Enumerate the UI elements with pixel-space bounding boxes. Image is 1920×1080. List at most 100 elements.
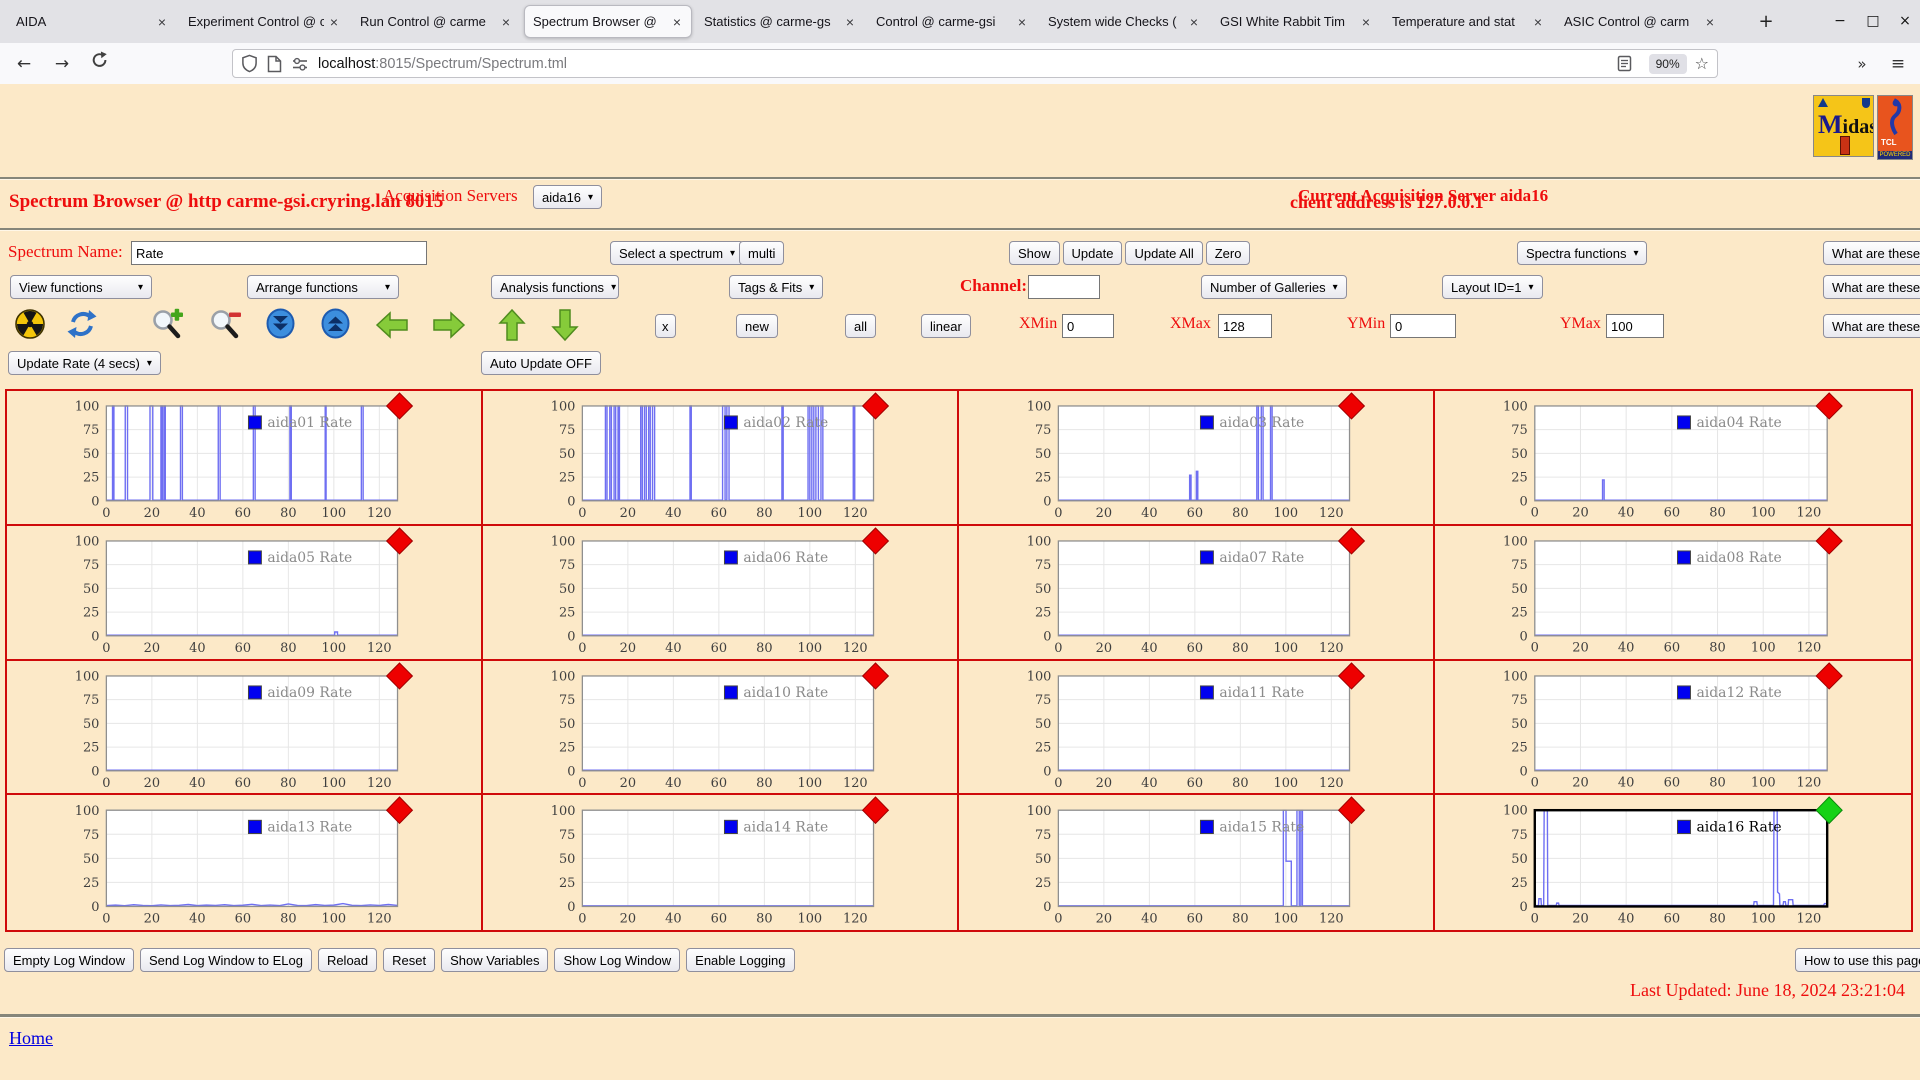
tab-asic-control-carm[interactable]: ASIC Control @ carm × bbox=[1556, 5, 1724, 38]
all-button[interactable]: all bbox=[845, 314, 877, 338]
enable-logging-button[interactable]: Enable Logging bbox=[686, 948, 795, 972]
zero-button[interactable]: Zero bbox=[1205, 241, 1251, 265]
spectrum-panel-aida09[interactable]: 0 25 50 75 100 0 20 40 60 80 100 120 aida09 Rate bbox=[7, 660, 483, 796]
spectrum-panel-aida12[interactable]: 0 25 50 75 100 0 20 40 60 80 100 120 aida12 Rate bbox=[1435, 661, 1911, 796]
toolbar-overflow-icon[interactable]: » bbox=[1857, 55, 1867, 73]
tab-spectrum-browser[interactable]: Spectrum Browser @ × bbox=[524, 5, 692, 38]
linear-button[interactable]: linear bbox=[921, 314, 971, 338]
tab-close-icon[interactable]: × bbox=[1361, 13, 1370, 30]
tab-aida[interactable]: AIDA × bbox=[8, 5, 176, 38]
spectrum-panel-aida03[interactable]: 0 25 50 75 100 0 20 40 60 80 100 120 aida03 Rate bbox=[959, 391, 1435, 526]
window-close-icon[interactable]: × bbox=[1899, 13, 1911, 29]
view-functions-dropdown[interactable]: View functions ▾ bbox=[10, 275, 152, 299]
tab-close-icon[interactable]: × bbox=[1705, 13, 1714, 30]
number-of-galleries-dropdown[interactable]: Number of Galleries ▾ bbox=[1201, 275, 1347, 299]
tab-close-icon[interactable]: × bbox=[157, 13, 166, 30]
analysis-functions-dropdown[interactable]: Analysis functions ▾ bbox=[491, 275, 619, 299]
jump-up-icon[interactable] bbox=[320, 308, 351, 344]
spectrum-panel-aida05[interactable]: 0 25 50 75 100 0 20 40 60 80 100 120 aida05 Rate bbox=[7, 525, 483, 661]
show-log-window-button[interactable]: Show Log Window bbox=[554, 948, 681, 972]
tab-gsi-white-rabbit-tim[interactable]: GSI White Rabbit Tim × bbox=[1212, 5, 1380, 38]
refresh-icon[interactable] bbox=[66, 308, 98, 345]
new-button[interactable]: new bbox=[736, 314, 778, 338]
tab-control-carme-gsi[interactable]: Control @ carme-gsi × bbox=[868, 5, 1036, 38]
channel-input[interactable] bbox=[1028, 275, 1100, 299]
ymax-input[interactable] bbox=[1606, 314, 1664, 338]
forward-icon[interactable]: → bbox=[54, 54, 70, 74]
spectrum-name-input[interactable] bbox=[131, 241, 427, 265]
tab-close-icon[interactable]: × bbox=[1189, 13, 1198, 30]
ymin-input[interactable] bbox=[1390, 314, 1456, 338]
move-down-icon[interactable] bbox=[550, 308, 580, 347]
tab-statistics-carme-gs[interactable]: Statistics @ carme-gs × bbox=[696, 5, 864, 38]
acquisition-server-select[interactable]: aida16 ▾ bbox=[533, 185, 603, 209]
show-variables-button[interactable]: Show Variables bbox=[441, 948, 549, 972]
empty-log-window-button[interactable]: Empty Log Window bbox=[4, 948, 134, 972]
xmin-input[interactable] bbox=[1062, 314, 1114, 338]
auto-update-button[interactable]: Auto Update OFF bbox=[481, 351, 601, 375]
new-tab-button[interactable]: + bbox=[1758, 11, 1774, 32]
how-to-use-button[interactable]: How to use this page bbox=[1795, 948, 1920, 972]
move-right-icon[interactable] bbox=[432, 310, 466, 345]
spectrum-panel-aida11[interactable]: 0 25 50 75 100 0 20 40 60 80 100 120 aida11 Rate bbox=[959, 660, 1435, 796]
tab-run-control-carme[interactable]: Run Control @ carme × bbox=[352, 5, 520, 38]
radiation-icon[interactable] bbox=[14, 308, 46, 345]
spectrum-panel-aida07[interactable]: 0 25 50 75 100 0 20 40 60 80 100 120 aida07 Rate bbox=[959, 525, 1435, 661]
update-button[interactable]: Update bbox=[1062, 241, 1123, 265]
spectrum-panel-aida10[interactable]: 0 25 50 75 100 0 20 40 60 80 100 120 aida10 Rate bbox=[483, 660, 959, 796]
reader-view-icon[interactable] bbox=[1617, 55, 1632, 72]
tab-close-icon[interactable]: × bbox=[1533, 13, 1542, 30]
tab-close-icon[interactable]: × bbox=[329, 13, 338, 30]
tab-system-wide-checks[interactable]: System wide Checks (× bbox=[1040, 5, 1208, 38]
window-maximize-icon[interactable]: □ bbox=[1866, 13, 1880, 29]
tab-close-icon[interactable]: × bbox=[845, 13, 854, 30]
zoom-in-icon[interactable] bbox=[150, 308, 184, 347]
zoom-out-icon[interactable] bbox=[208, 308, 242, 347]
spectrum-panel-aida13[interactable]: 0 25 50 75 100 0 20 40 60 80 100 120 aida13 Rate bbox=[7, 795, 483, 930]
spectrum-panel-aida01[interactable]: 0 25 50 75 100 0 20 40 60 80 100 120 aida01 Rate bbox=[7, 391, 483, 526]
multi-button[interactable]: multi bbox=[739, 241, 785, 265]
spectrum-panel-aida02[interactable]: 0 25 50 75 100 0 20 40 60 80 100 120 aida02 Rate bbox=[483, 391, 959, 526]
update-rate-dropdown[interactable]: Update Rate (4 secs) ▾ bbox=[8, 351, 161, 375]
reload-icon[interactable] bbox=[86, 50, 114, 78]
tab-close-icon[interactable]: × bbox=[501, 13, 510, 30]
tags-fits-dropdown[interactable]: Tags & Fits ▾ bbox=[729, 275, 824, 299]
permissions-icon[interactable] bbox=[291, 55, 309, 73]
what-are-these-button-3[interactable]: What are these? bbox=[1823, 314, 1920, 338]
move-up-icon[interactable] bbox=[497, 308, 527, 347]
page-info-icon[interactable] bbox=[267, 55, 282, 73]
what-are-these-button-2[interactable]: What are these? bbox=[1823, 275, 1920, 299]
spectra-functions-dropdown[interactable]: Spectra functions ▾ bbox=[1517, 241, 1648, 265]
spectrum-panel-aida06[interactable]: 0 25 50 75 100 0 20 40 60 80 100 120 aida06 Rate bbox=[483, 525, 959, 661]
url-bar[interactable]: localhost:8015/Spectrum/Spectrum.tml 90%… bbox=[232, 49, 1718, 78]
spectrum-panel-aida14[interactable]: 0 25 50 75 100 0 20 40 60 80 100 120 aida14 Rate bbox=[483, 795, 959, 930]
zoom-level-badge[interactable]: 90% bbox=[1648, 53, 1687, 74]
shield-icon[interactable] bbox=[241, 54, 258, 73]
menu-hamburger-icon[interactable]: ≡ bbox=[1890, 54, 1906, 74]
jump-down-icon[interactable] bbox=[265, 308, 296, 344]
what-are-these-button-1[interactable]: What are these? bbox=[1823, 241, 1920, 265]
spectrum-panel-aida08[interactable]: 0 25 50 75 100 0 20 40 60 80 100 120 aida08 Rate bbox=[1435, 526, 1911, 661]
back-icon[interactable]: ← bbox=[16, 54, 32, 74]
spectrum-panel-aida04[interactable]: 0 25 50 75 100 0 20 40 60 80 100 120 aida04 Rate bbox=[1435, 391, 1911, 526]
x-button[interactable]: x bbox=[655, 314, 676, 338]
tab-temperature-and-stat[interactable]: Temperature and stat × bbox=[1384, 5, 1552, 38]
send-log-window-to-elog-button[interactable]: Send Log Window to ELog bbox=[140, 948, 312, 972]
reset-button[interactable]: Reset bbox=[383, 948, 436, 972]
spectrum-panel-aida16[interactable]: 0 25 50 75 100 0 20 40 60 80 100 120 aida16 Rate bbox=[1435, 795, 1911, 930]
tab-experiment-control-ca[interactable]: Experiment Control @ ca × bbox=[180, 5, 348, 38]
spectrum-panel-aida15[interactable]: 0 25 50 75 100 0 20 40 60 80 100 120 aida15 Rate bbox=[959, 795, 1435, 930]
bookmark-star-icon[interactable]: ☆ bbox=[1694, 54, 1709, 73]
layout-id-dropdown[interactable]: Layout ID=1 ▾ bbox=[1442, 275, 1543, 299]
reload-button[interactable]: Reload bbox=[317, 948, 378, 972]
tab-close-icon[interactable]: × bbox=[1017, 13, 1026, 30]
select-a-spectrum-dropdown[interactable]: Select a spectrum ▾ bbox=[610, 241, 745, 265]
window-minimize-icon[interactable]: − bbox=[1834, 13, 1846, 29]
tab-close-icon[interactable]: × bbox=[672, 13, 681, 30]
move-left-icon[interactable] bbox=[375, 310, 409, 345]
home-link[interactable]: Home bbox=[9, 1028, 53, 1048]
update-all-button[interactable]: Update All bbox=[1125, 241, 1203, 265]
xmax-input[interactable] bbox=[1218, 314, 1272, 338]
arrange-functions-dropdown[interactable]: Arrange functions ▾ bbox=[247, 275, 399, 299]
show-button[interactable]: Show bbox=[1009, 241, 1060, 265]
